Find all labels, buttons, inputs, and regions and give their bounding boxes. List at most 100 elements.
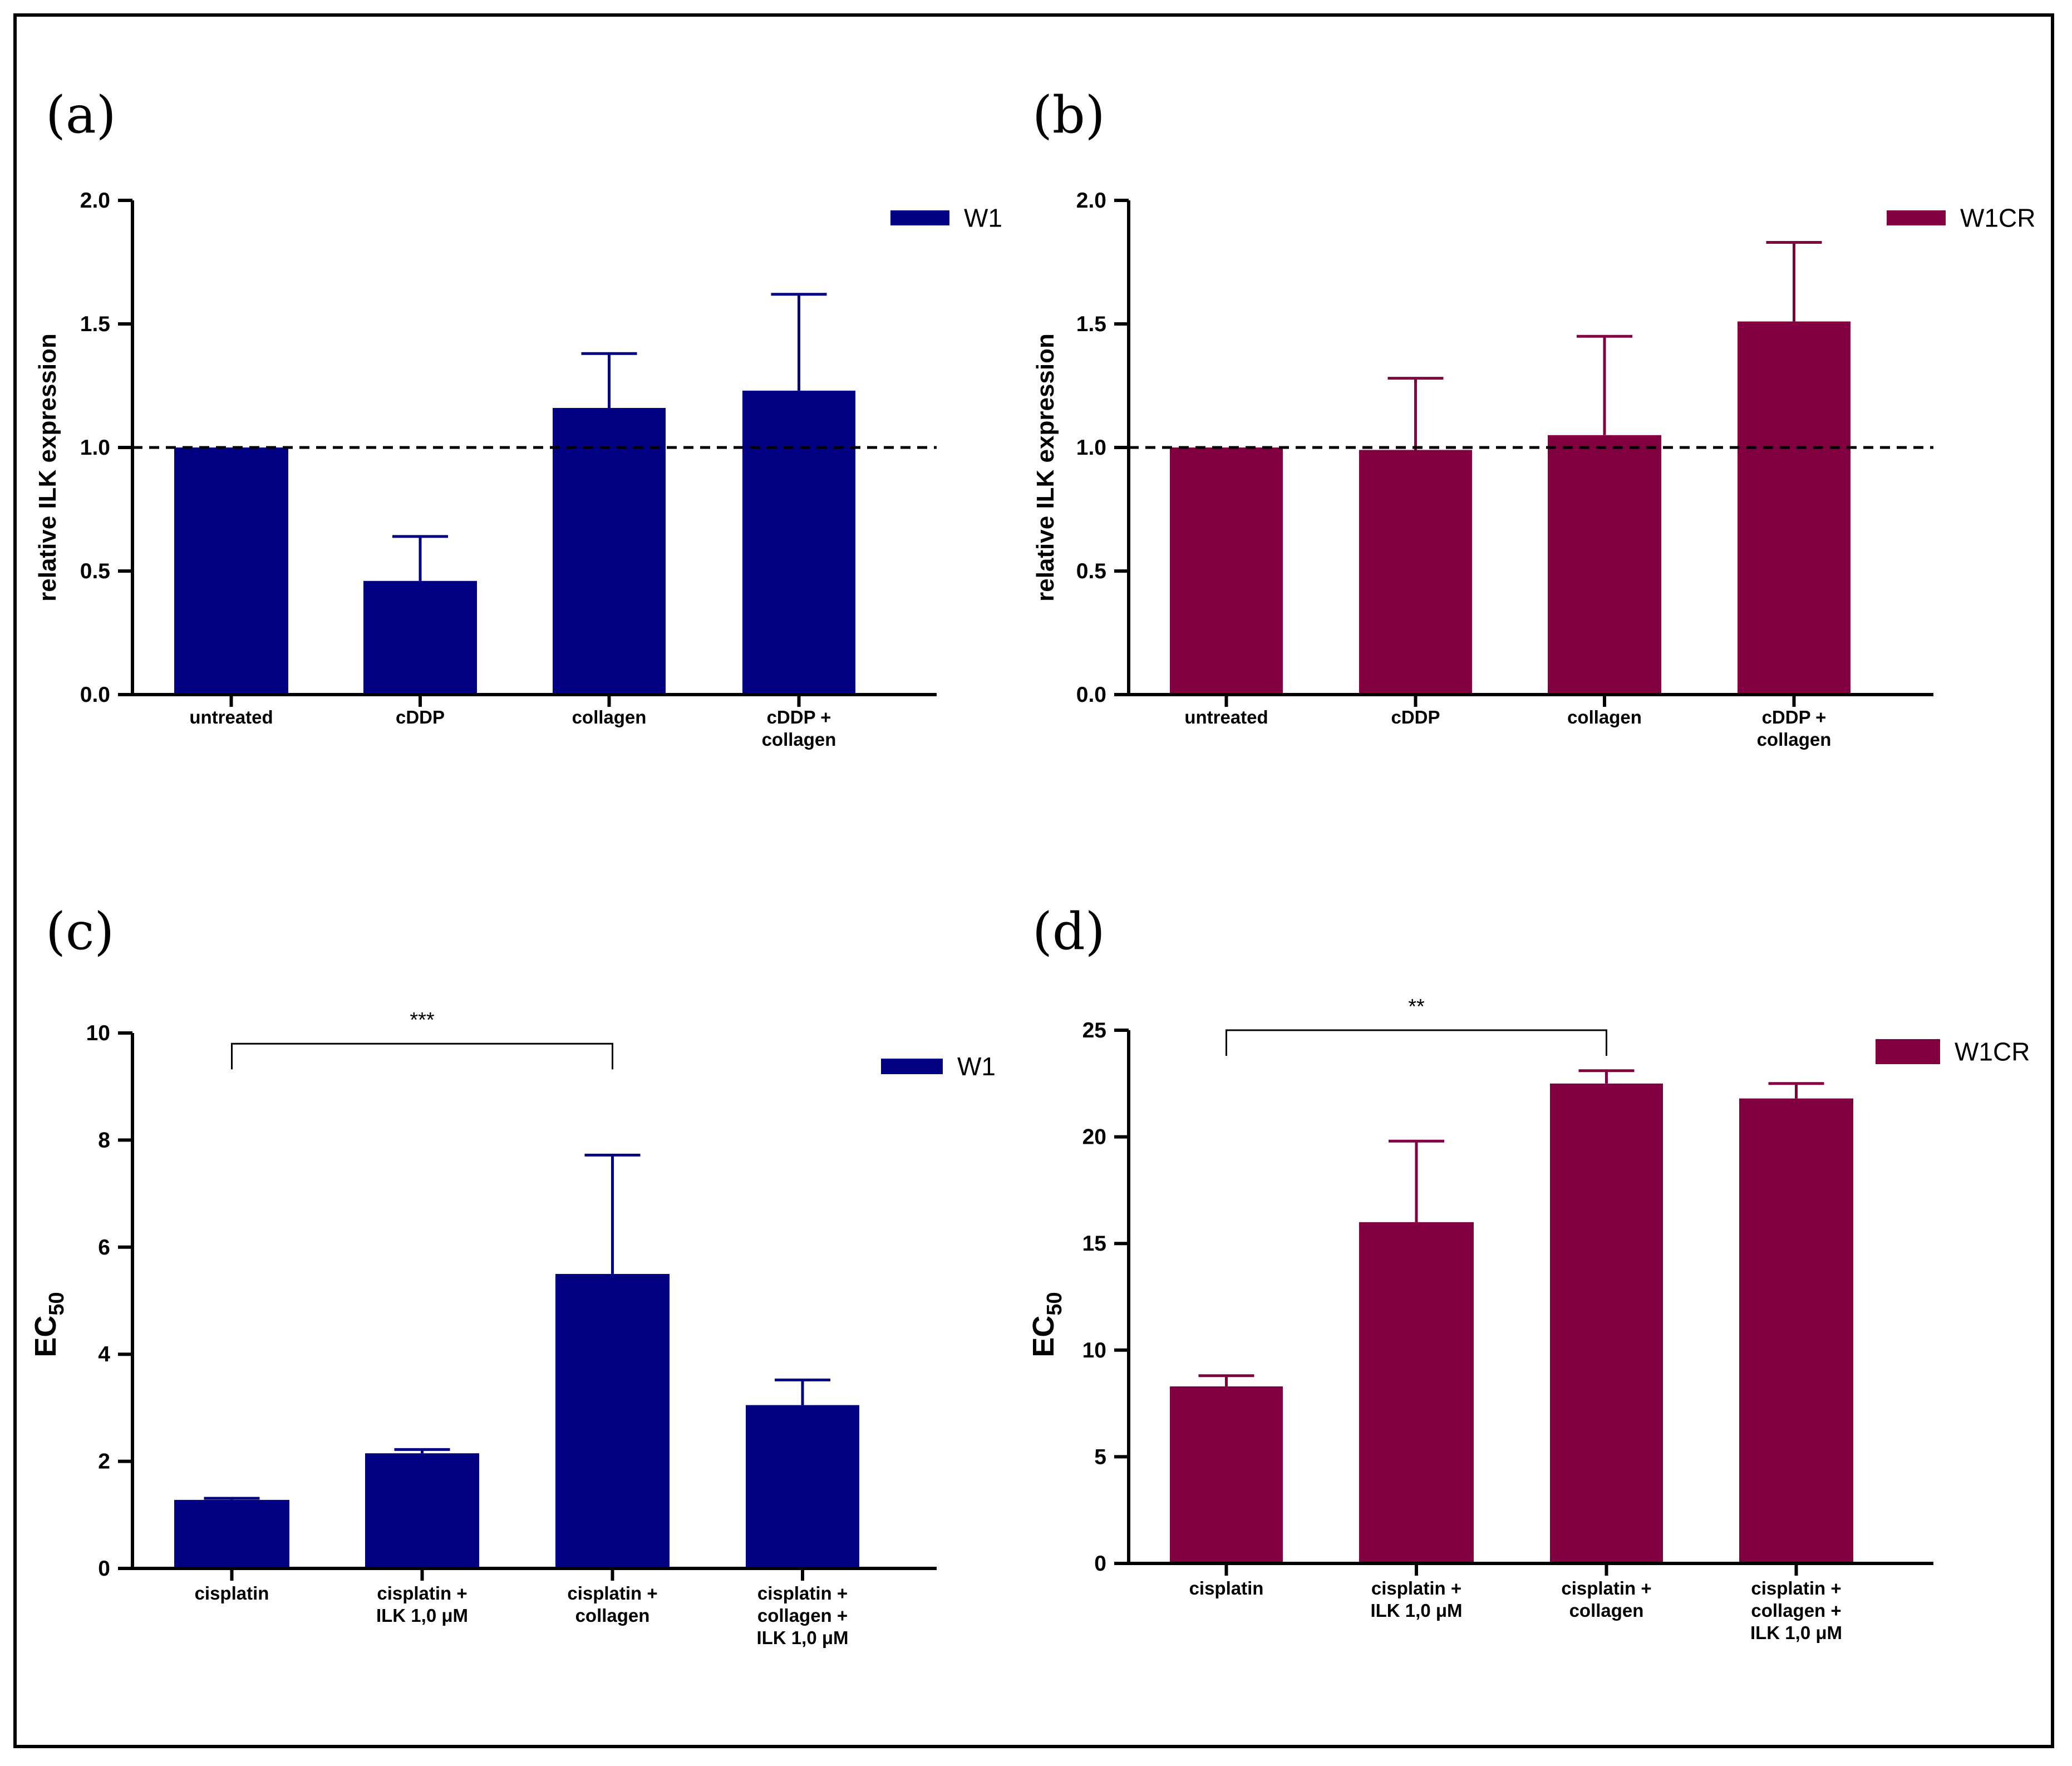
y-tick-label: 10: [1082, 1339, 1106, 1362]
y-tick-label: 6: [98, 1236, 110, 1260]
bar: [174, 1499, 289, 1568]
legend-label: W1: [957, 1052, 996, 1081]
x-tick-label-line: collagen: [1757, 729, 1832, 750]
bar: [746, 1405, 859, 1568]
bar: [742, 390, 855, 695]
x-tick-label: untreated: [189, 707, 273, 727]
x-tick-label-line: ILK 1,0 μM: [1370, 1600, 1462, 1621]
legend-swatch: [881, 1059, 943, 1074]
y-tick-label: 1.0: [80, 436, 110, 460]
x-tick-label-line: untreated: [1184, 707, 1268, 727]
y-tick-label: 25: [1082, 1019, 1106, 1042]
x-tick-label-line: collagen: [572, 707, 647, 727]
bar: [1170, 1386, 1283, 1563]
y-tick-label: 0.0: [1076, 683, 1106, 707]
y-tick-label: 2.0: [1076, 189, 1106, 213]
x-tick-label-line: cisplatin +: [1751, 1578, 1841, 1598]
x-tick-label-line: ILK 1,0 μM: [376, 1605, 468, 1626]
y-tick-label: 0.5: [80, 559, 110, 583]
y-tick-label: 0: [98, 1557, 110, 1581]
bar: [553, 407, 666, 695]
x-tick-label-line: collagen: [762, 729, 836, 750]
x-tick-label-line: cDDP: [1391, 707, 1440, 727]
bar: [174, 447, 288, 695]
bar: [1359, 1222, 1474, 1563]
bar: [555, 1273, 670, 1568]
x-tick-label-line: cDDP: [396, 707, 445, 727]
x-tick-label: cisplatin + collagen + ILK 1,0 μM: [1750, 1578, 1842, 1643]
x-tick-label: cisplatin + collagen: [1561, 1578, 1651, 1621]
y-axis-label: relative ILK expression: [1032, 333, 1059, 602]
x-tick-label-line: collagen: [1569, 1600, 1644, 1621]
x-tick-label-line: cDDP +: [1762, 707, 1827, 727]
x-tick-label-line: cisplatin +: [1561, 1578, 1651, 1598]
x-tick-label: untreated: [1184, 707, 1268, 727]
y-axis-label: EC50: [1027, 1292, 1066, 1357]
x-tick-label-line: cisplatin +: [567, 1583, 657, 1603]
bar: [1170, 447, 1283, 695]
y-tick-label: 1.5: [80, 312, 110, 336]
x-tick-label-line: ILK 1,0 μM: [756, 1627, 848, 1648]
x-tick-label: cisplatin + ILK 1,0 μM: [1370, 1578, 1462, 1621]
x-tick-label: cDDP: [1391, 707, 1440, 727]
legend-label: W1CR: [1955, 1037, 2030, 1066]
y-axis-label-main: EC: [1027, 1316, 1060, 1357]
y-tick-label: 1.5: [1076, 312, 1106, 336]
bar: [1739, 1098, 1853, 1563]
significance-bracket: [231, 1042, 613, 1070]
x-tick-label: cisplatin: [1189, 1578, 1264, 1598]
legend-label: W1: [964, 204, 1002, 233]
x-tick-label-line: collagen +: [757, 1605, 848, 1626]
bar: [1548, 435, 1661, 695]
y-tick-label: 1.0: [1076, 436, 1106, 460]
x-tick-label: collagen: [572, 707, 647, 727]
x-tick-label: cDDP: [396, 707, 445, 727]
x-tick-label-line: cisplatin +: [1371, 1578, 1461, 1598]
x-tick-label: collagen: [1567, 707, 1642, 727]
y-axis-label-sub: 50: [1043, 1292, 1066, 1315]
panel-label: (d): [1032, 902, 1105, 961]
x-tick-label-line: collagen: [1567, 707, 1642, 727]
x-tick-label-line: cisplatin +: [377, 1583, 467, 1603]
legend-swatch: [1876, 1039, 1940, 1064]
significance-bracket: [1226, 1029, 1607, 1056]
legend-swatch: [1887, 210, 1946, 225]
x-tick-label-line: cisplatin +: [757, 1583, 848, 1603]
legend-swatch: [890, 210, 949, 225]
y-tick-label: 0: [1094, 1552, 1106, 1576]
significance-label: **: [1408, 995, 1425, 1019]
x-tick-label: cisplatin + collagen + ILK 1,0 μM: [756, 1583, 848, 1648]
x-tick-label-line: collagen: [575, 1605, 650, 1626]
x-tick-label-line: untreated: [189, 707, 273, 727]
y-tick-label: 20: [1082, 1125, 1106, 1149]
bar: [1738, 321, 1850, 695]
y-tick-label: 10: [86, 1021, 110, 1045]
x-tick-label: cDDP + collagen: [762, 707, 836, 750]
x-tick-label-line: cDDP +: [767, 707, 831, 727]
legend-label: W1CR: [1960, 204, 2035, 233]
bar: [363, 581, 477, 695]
y-tick-label: 2.0: [80, 189, 110, 213]
panel-label: (c): [46, 902, 114, 961]
x-tick-label-line: collagen +: [1751, 1600, 1841, 1621]
y-tick-label: 0.5: [1076, 559, 1106, 583]
y-tick-label: 2: [98, 1450, 110, 1474]
y-tick-label: 5: [1094, 1445, 1106, 1469]
x-tick-label: cisplatin + ILK 1,0 μM: [376, 1583, 468, 1626]
y-axis-label-sub: 50: [45, 1292, 68, 1315]
bar: [365, 1453, 479, 1568]
y-axis-label: EC50: [29, 1292, 68, 1357]
x-tick-label-line: cisplatin: [195, 1583, 269, 1603]
figure-frame: [13, 13, 2054, 1748]
y-tick-label: 0.0: [80, 683, 110, 707]
y-tick-label: 4: [98, 1342, 110, 1366]
y-axis-label: relative ILK expression: [34, 333, 61, 602]
significance-label: ***: [410, 1009, 435, 1032]
x-tick-label-line: cisplatin: [1189, 1578, 1264, 1598]
x-tick-label: cDDP + collagen: [1757, 707, 1832, 750]
y-axis-label-main: EC: [29, 1316, 62, 1357]
